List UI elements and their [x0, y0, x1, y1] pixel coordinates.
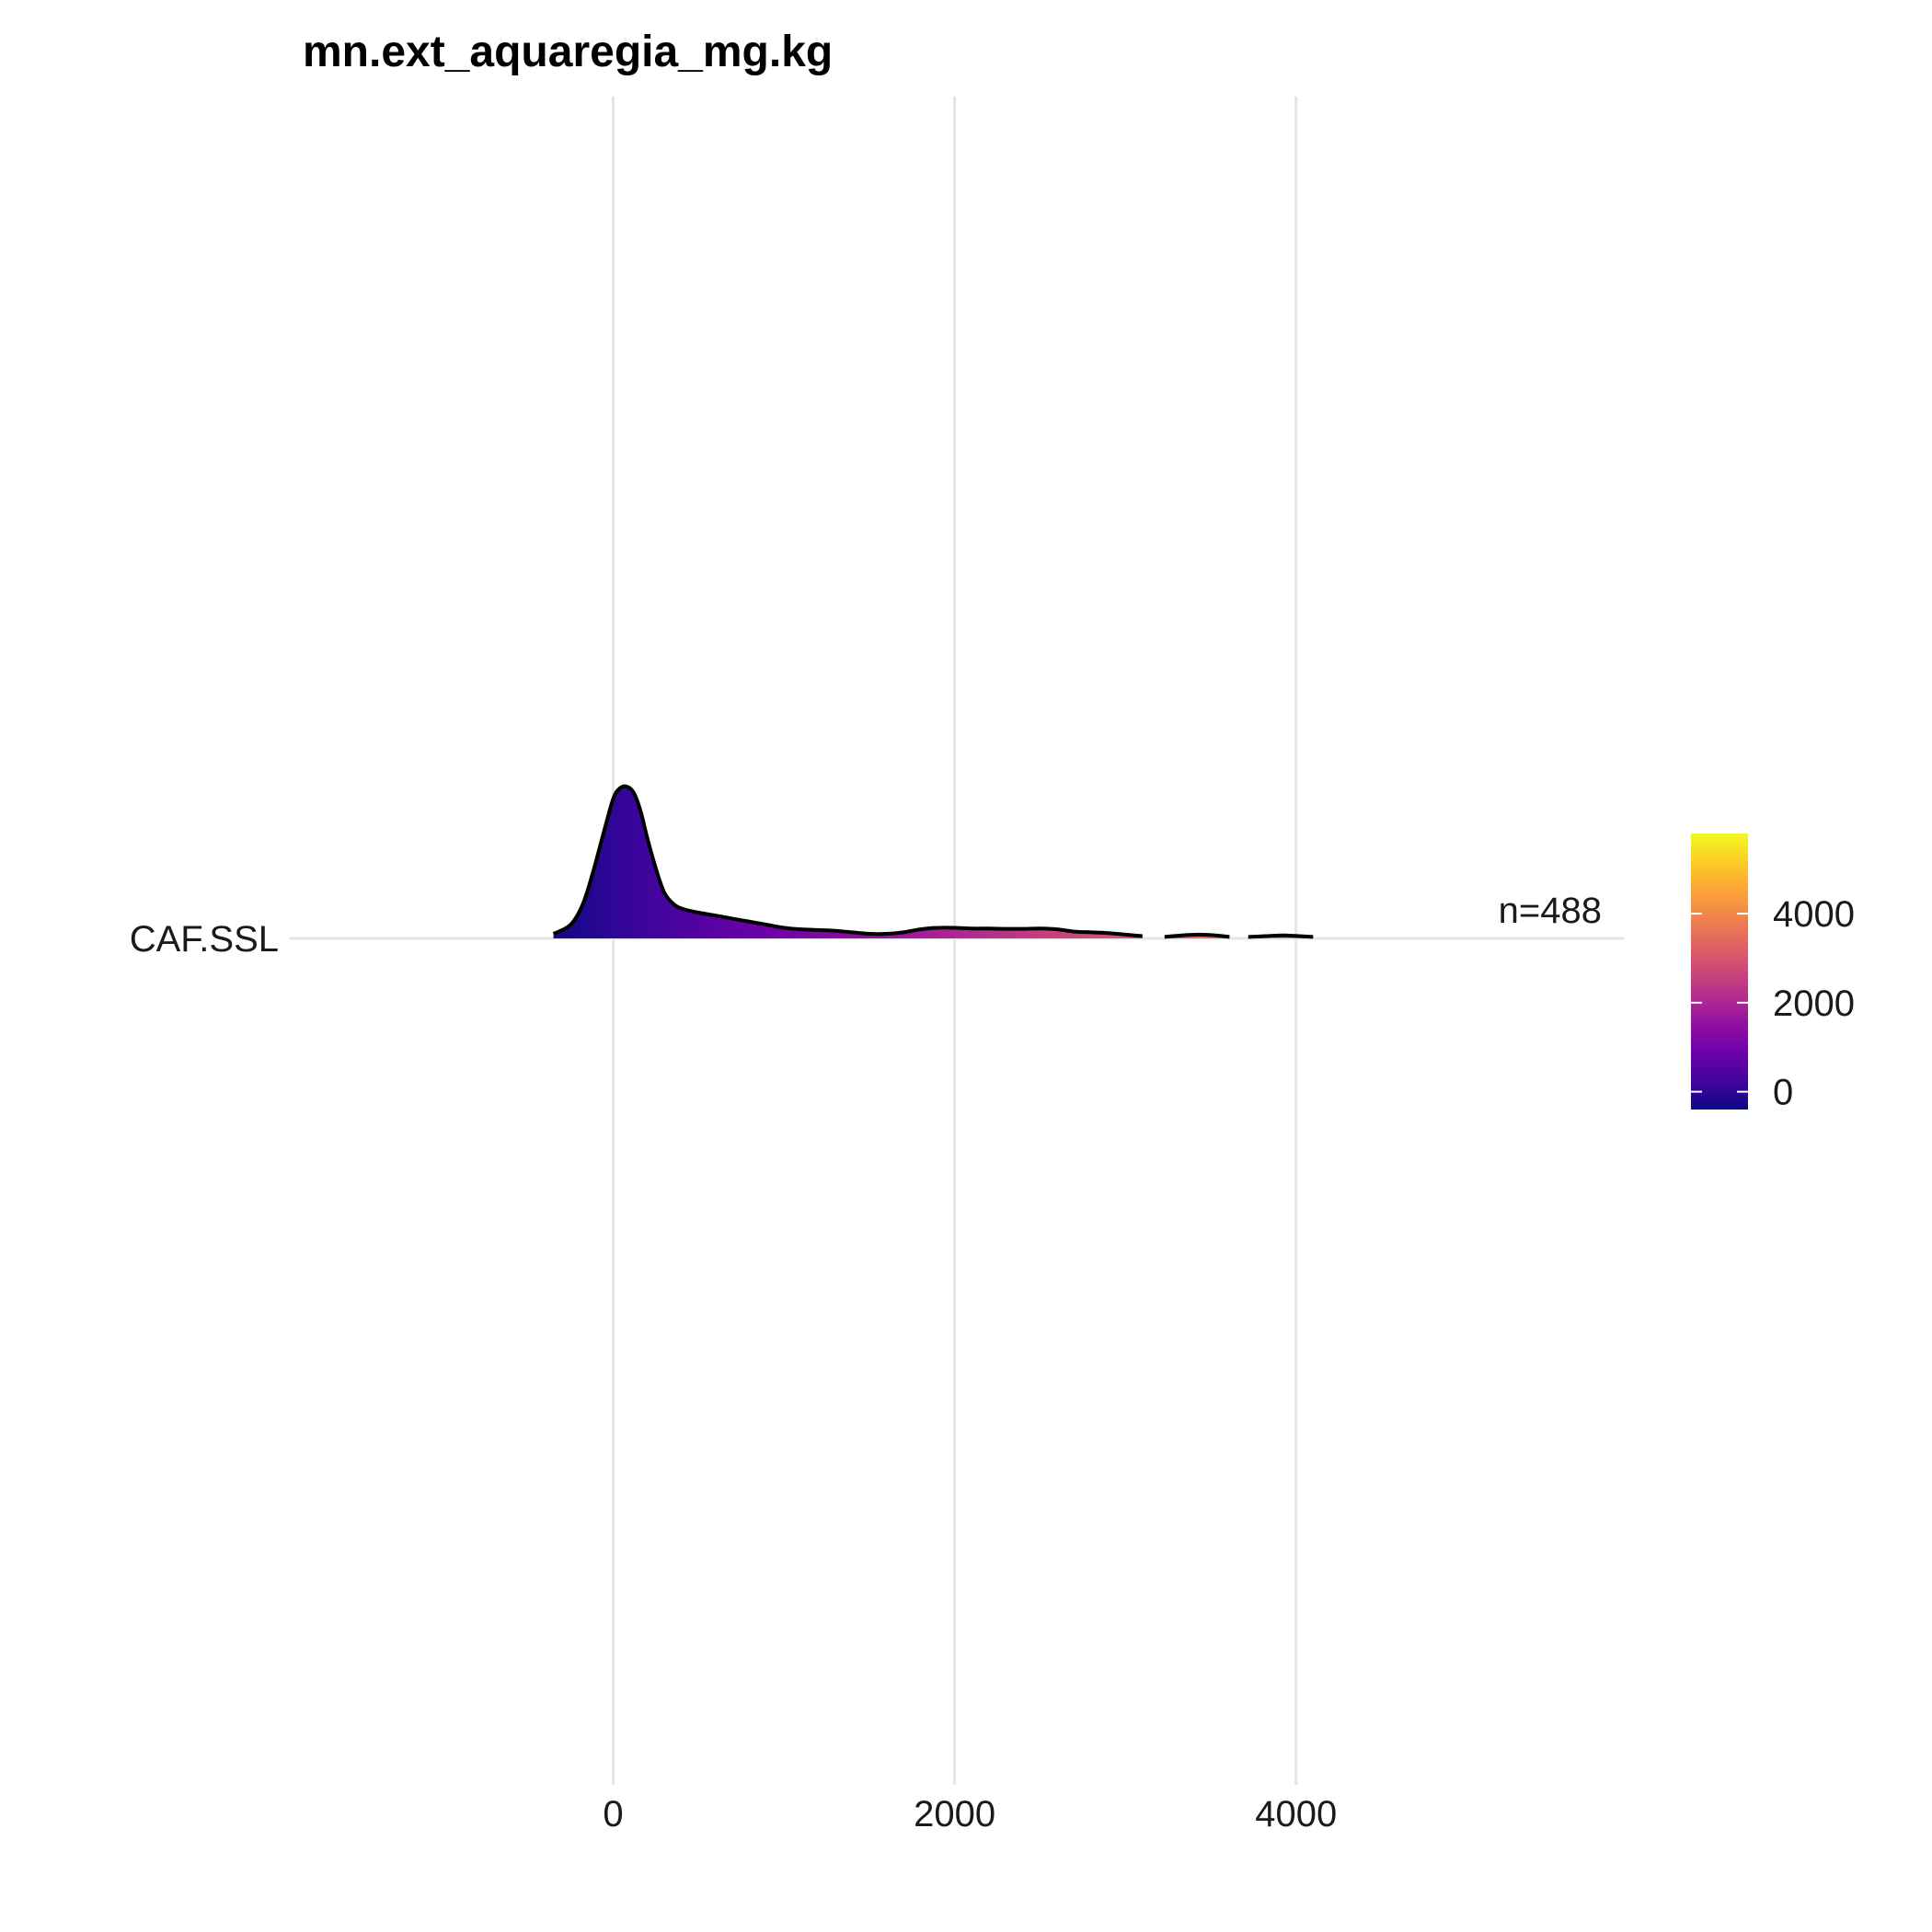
density-layer — [552, 784, 1314, 939]
colorbar-tick-label: 0 — [1773, 1073, 1793, 1113]
annotations: n=488 — [1499, 891, 1602, 931]
colorbar — [1691, 834, 1748, 1110]
y-tick-labels: CAF.SSL — [130, 919, 279, 960]
density-tail-0-1-outline — [1248, 933, 1314, 939]
y-tick-label: CAF.SSL — [130, 919, 279, 960]
x-tick-label: 0 — [603, 1794, 623, 1834]
count-annotation: n=488 — [1499, 891, 1602, 931]
grid-layer — [289, 97, 1624, 1785]
x-tick-labels: 0 2000 4000 — [603, 1794, 1337, 1834]
density-ridge-0-outline — [552, 784, 1143, 938]
colorbar-tick-label: 4000 — [1773, 894, 1855, 935]
x-tick-label: 4000 — [1255, 1794, 1337, 1834]
chart-title: mn.ext_aquaregia_mg.kg — [303, 28, 833, 76]
x-tick-label: 2000 — [914, 1794, 995, 1834]
colorbar-tick-label: 2000 — [1773, 983, 1855, 1024]
density-tail-0-0-outline — [1164, 932, 1230, 939]
colorbar-legend: 0 2000 4000 — [1691, 834, 1855, 1113]
